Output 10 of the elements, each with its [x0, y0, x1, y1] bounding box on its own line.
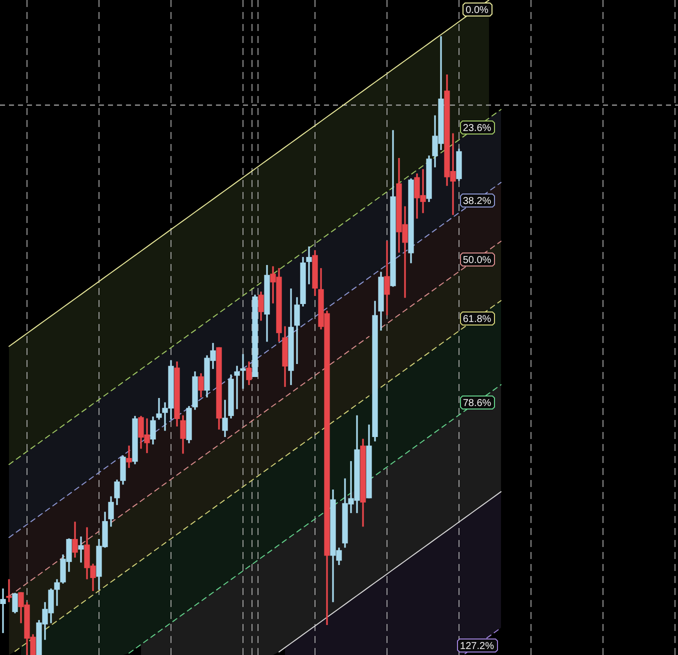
series-label: 0.0% — [466, 4, 489, 16]
candlestick — [126, 446, 132, 468]
candlestick — [234, 366, 240, 410]
candlestick — [78, 536, 84, 563]
candlestick — [306, 246, 312, 284]
candlestick — [0, 588, 6, 634]
candlestick — [384, 240, 390, 316]
candlestick — [156, 398, 162, 420]
candlestick — [6, 579, 12, 602]
candlestick — [240, 354, 246, 389]
